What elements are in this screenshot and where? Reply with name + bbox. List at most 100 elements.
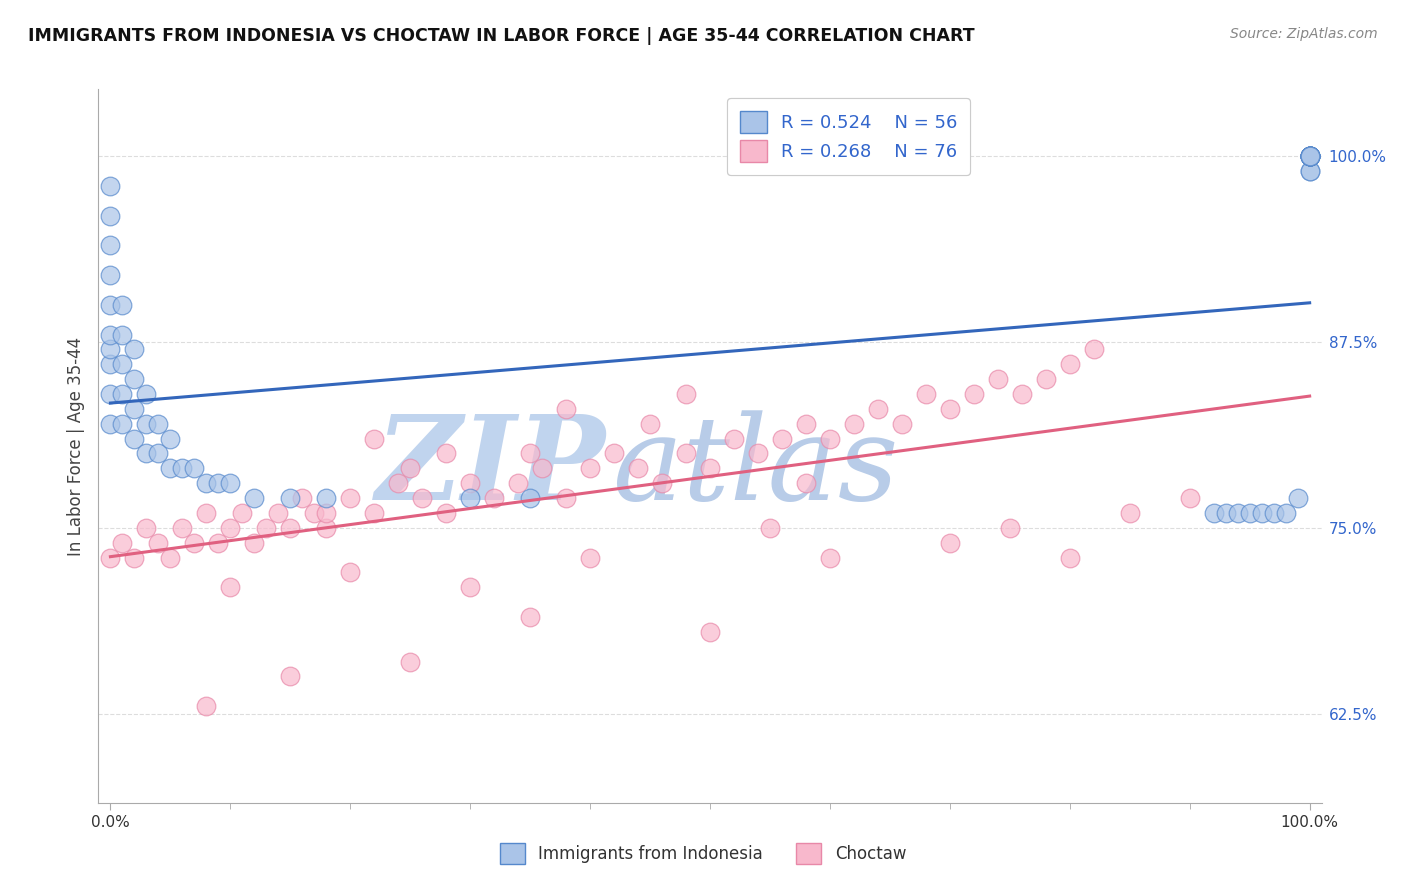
- Point: [100, 238, 122, 252]
- Point: [1298, 149, 1320, 163]
- Point: [207, 535, 229, 549]
- Point: [555, 491, 578, 505]
- Point: [278, 521, 301, 535]
- Point: [183, 461, 205, 475]
- Point: [148, 446, 170, 460]
- Legend: R = 0.524    N = 56, R = 0.268    N = 76: R = 0.524 N = 56, R = 0.268 N = 76: [727, 98, 970, 175]
- Point: [555, 401, 578, 416]
- Point: [794, 417, 817, 431]
- Point: [603, 446, 626, 460]
- Point: [100, 327, 122, 342]
- Point: [638, 417, 661, 431]
- Point: [124, 343, 146, 357]
- Point: [1250, 506, 1272, 520]
- Point: [842, 417, 865, 431]
- Point: [579, 550, 602, 565]
- Point: [1298, 164, 1320, 178]
- Point: [1215, 506, 1237, 520]
- Point: [458, 580, 481, 594]
- Point: [675, 446, 697, 460]
- Point: [1298, 149, 1320, 163]
- Point: [1263, 506, 1285, 520]
- Point: [111, 298, 134, 312]
- Point: [363, 432, 385, 446]
- Point: [651, 476, 673, 491]
- Point: [100, 550, 122, 565]
- Point: [699, 624, 721, 639]
- Point: [866, 401, 889, 416]
- Point: [939, 535, 962, 549]
- Point: [100, 209, 122, 223]
- Point: [243, 535, 266, 549]
- Point: [315, 521, 337, 535]
- Point: [172, 521, 194, 535]
- Point: [699, 461, 721, 475]
- Point: [100, 387, 122, 401]
- Point: [243, 491, 266, 505]
- Point: [675, 387, 697, 401]
- Point: [1274, 506, 1296, 520]
- Point: [183, 535, 205, 549]
- Point: [195, 699, 218, 714]
- Point: [1286, 491, 1309, 505]
- Point: [1239, 506, 1261, 520]
- Point: [148, 417, 170, 431]
- Point: [1298, 164, 1320, 178]
- Point: [723, 432, 745, 446]
- Point: [1119, 506, 1142, 520]
- Legend: Immigrants from Indonesia, Choctaw: Immigrants from Indonesia, Choctaw: [494, 837, 912, 871]
- Point: [1226, 506, 1249, 520]
- Point: [135, 521, 157, 535]
- Point: [387, 476, 409, 491]
- Point: [890, 417, 912, 431]
- Point: [939, 401, 962, 416]
- Point: [747, 446, 769, 460]
- Point: [219, 521, 242, 535]
- Point: [519, 610, 541, 624]
- Point: [399, 461, 422, 475]
- Point: [458, 491, 481, 505]
- Point: [759, 521, 782, 535]
- Point: [411, 491, 433, 505]
- Point: [100, 343, 122, 357]
- Point: [207, 476, 229, 491]
- Text: atlas: atlas: [612, 410, 898, 524]
- Point: [458, 476, 481, 491]
- Point: [267, 506, 290, 520]
- Point: [998, 521, 1021, 535]
- Point: [339, 491, 361, 505]
- Point: [1298, 149, 1320, 163]
- Point: [987, 372, 1010, 386]
- Point: [770, 432, 793, 446]
- Point: [111, 327, 134, 342]
- Point: [111, 357, 134, 371]
- Point: [315, 491, 337, 505]
- Text: IMMIGRANTS FROM INDONESIA VS CHOCTAW IN LABOR FORCE | AGE 35-44 CORRELATION CHAR: IMMIGRANTS FROM INDONESIA VS CHOCTAW IN …: [28, 27, 974, 45]
- Point: [195, 476, 218, 491]
- Point: [111, 417, 134, 431]
- Point: [508, 476, 530, 491]
- Point: [915, 387, 938, 401]
- Point: [148, 535, 170, 549]
- Point: [124, 372, 146, 386]
- Point: [278, 491, 301, 505]
- Point: [963, 387, 986, 401]
- Point: [111, 387, 134, 401]
- Y-axis label: In Labor Force | Age 35-44: In Labor Force | Age 35-44: [66, 336, 84, 556]
- Point: [1298, 149, 1320, 163]
- Point: [363, 506, 385, 520]
- Point: [124, 550, 146, 565]
- Point: [315, 506, 337, 520]
- Point: [135, 387, 157, 401]
- Point: [1298, 149, 1320, 163]
- Point: [291, 491, 314, 505]
- Point: [100, 357, 122, 371]
- Point: [531, 461, 554, 475]
- Point: [195, 506, 218, 520]
- Point: [627, 461, 650, 475]
- Point: [434, 446, 457, 460]
- Point: [100, 268, 122, 282]
- Point: [1298, 149, 1320, 163]
- Point: [100, 178, 122, 193]
- Point: [1059, 357, 1081, 371]
